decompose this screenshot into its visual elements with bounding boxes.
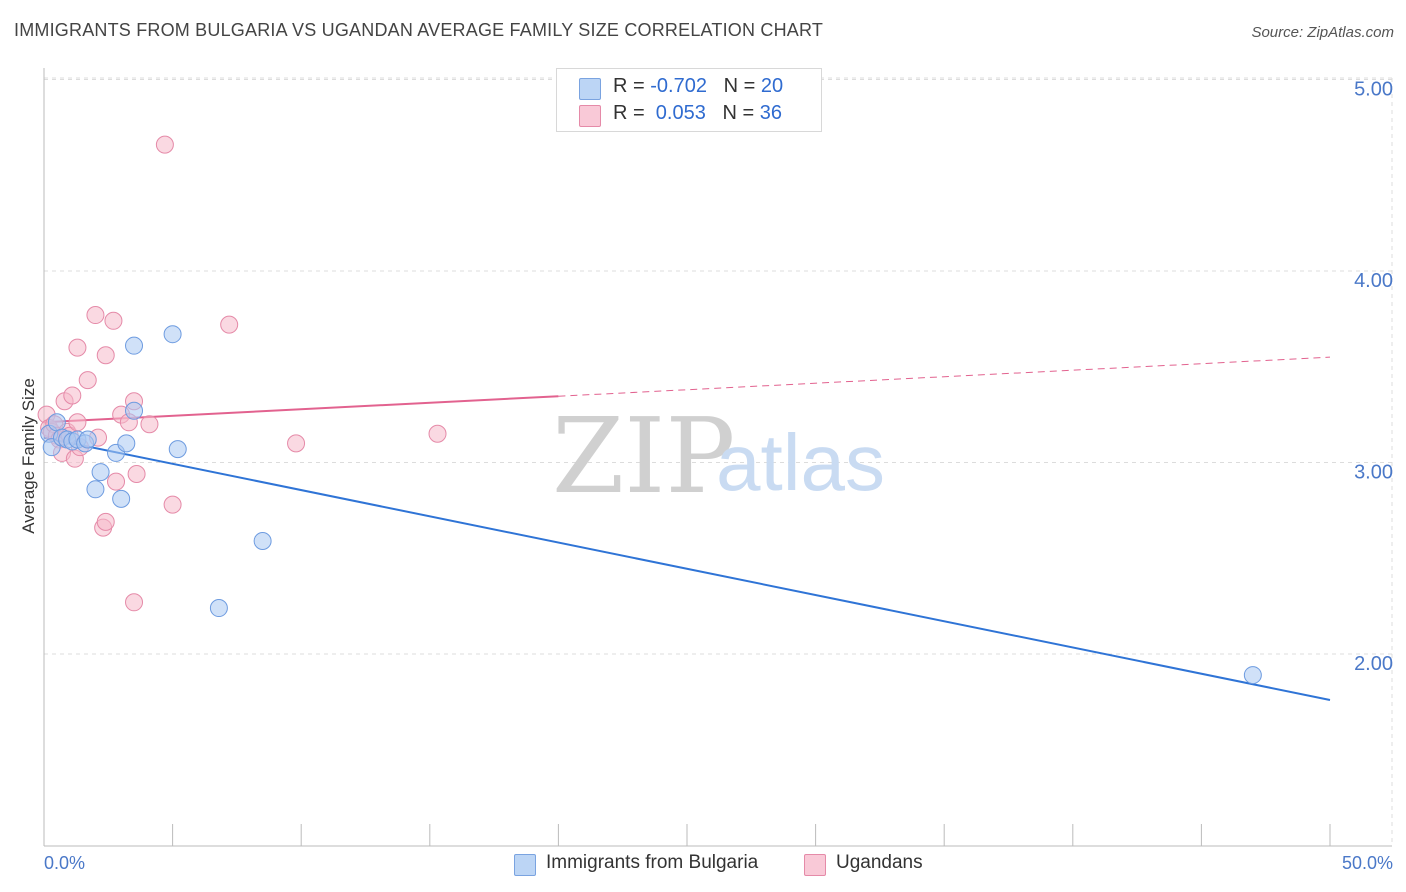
legend-n-label: N = [722, 102, 760, 124]
tick-labels: 2.00 3.00 4.00 5.00 0.0% 50.0% [44, 79, 1393, 874]
axes [43, 68, 1392, 847]
point-ugandans [68, 338, 87, 357]
legend-n-value: 36 [759, 102, 783, 124]
point-bulgaria [86, 480, 105, 499]
point-bulgaria [209, 599, 228, 618]
point-ugandans [96, 346, 115, 365]
point-ugandans [155, 135, 174, 154]
point-bulgaria [117, 434, 136, 453]
legend-swatch-blue [579, 78, 601, 100]
point-ugandans [63, 386, 82, 405]
point-bulgaria [125, 336, 144, 355]
point-ugandans [220, 315, 239, 334]
legend-r-value: 0.053 [650, 102, 706, 124]
point-bulgaria [91, 463, 110, 482]
point-ugandans [104, 311, 123, 330]
point-bulgaria [112, 489, 131, 508]
point-ugandans [163, 495, 182, 514]
legend-r-label: R = [613, 102, 651, 124]
point-ugandans [125, 593, 144, 612]
legend: R = -0.702 N = 20 R = 0.053 N = 36 [556, 68, 822, 132]
point-ugandans [78, 371, 97, 390]
chart-title: IMMIGRANTS FROM BULGARIA VS UGANDAN AVER… [14, 20, 824, 40]
y-axis-title: Average Family Size [19, 378, 38, 534]
point-ugandans [107, 472, 126, 491]
legend-n-label: N = [723, 75, 761, 97]
y-tick-label: 4.00 [1354, 270, 1393, 292]
legend-r-label: R = [613, 75, 651, 97]
data-points [37, 135, 1262, 685]
point-ugandans [287, 434, 306, 453]
x-tick-label-min: 0.0% [44, 853, 85, 873]
point-ugandans [86, 306, 105, 325]
trend-line-bulgaria [43, 436, 1331, 701]
legend-r-value: -0.702 [650, 75, 707, 97]
watermark-atlas: atlas [716, 418, 885, 507]
source-label: Source: ZipAtlas.com [1251, 24, 1394, 41]
y-tick-label: 3.00 [1354, 462, 1393, 484]
point-ugandans [428, 424, 447, 443]
legend-n-value: 20 [760, 75, 784, 97]
gridlines [44, 77, 1393, 846]
point-bulgaria [1243, 666, 1262, 685]
y-tick-label: 5.00 [1354, 79, 1393, 101]
watermark-zip: ZIP [552, 395, 735, 517]
legend-swatch-pink [579, 105, 601, 127]
point-ugandans [96, 512, 115, 531]
legend-swatch-pink [804, 854, 826, 876]
point-bulgaria [253, 532, 272, 551]
point-ugandans [140, 415, 159, 434]
trend-line-ugandans-dashed [558, 356, 1331, 397]
point-ugandans [68, 413, 87, 432]
legend-swatch-blue [514, 854, 536, 876]
x-tick-label-max: 50.0% [1342, 853, 1393, 873]
point-bulgaria [168, 440, 187, 459]
point-ugandans [127, 464, 146, 483]
point-bulgaria [163, 325, 182, 344]
point-bulgaria [47, 413, 66, 432]
point-bulgaria [78, 430, 97, 449]
legend-label-bulgaria: Immigrants from Bulgaria [546, 852, 759, 873]
point-bulgaria [125, 401, 144, 420]
legend-label-ugandans: Ugandans [836, 852, 923, 873]
y-tick-label: 2.00 [1354, 653, 1393, 675]
